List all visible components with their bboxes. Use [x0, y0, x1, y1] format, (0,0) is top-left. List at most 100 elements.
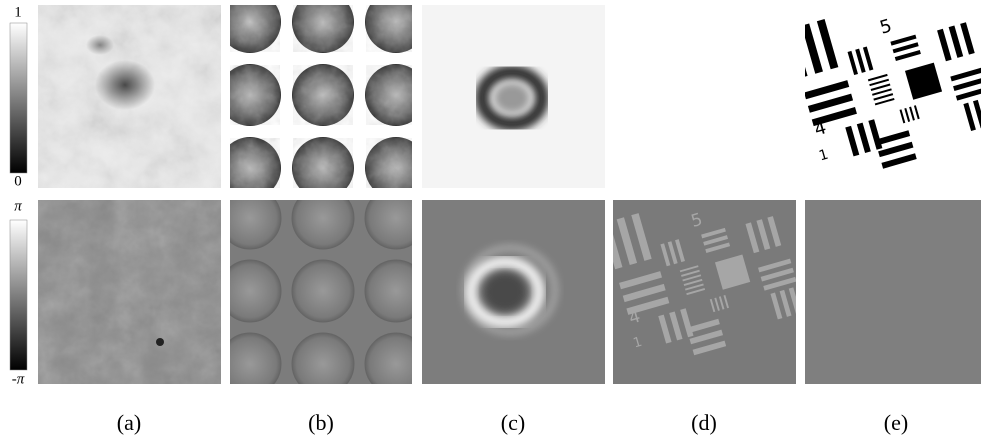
colorbar-min: -π [12, 371, 25, 387]
target-bar [703, 235, 729, 246]
target-bar [692, 340, 727, 356]
globe-texture [293, 138, 353, 188]
target-bar [816, 19, 839, 70]
target-bar [890, 34, 917, 46]
target-bar [913, 105, 920, 120]
target-bar [948, 25, 964, 58]
globe [291, 332, 355, 384]
target-bar [758, 258, 792, 273]
target-bar [626, 296, 670, 315]
target-square [714, 254, 751, 290]
target-bar [763, 276, 796, 291]
target-bar [701, 227, 726, 239]
target-number: 5 [877, 15, 894, 38]
target-number: 4 [812, 117, 829, 140]
target-bar [667, 241, 678, 265]
target-bar [862, 46, 874, 71]
target-bar [869, 78, 890, 87]
globe-texture [230, 5, 280, 52]
target-bar [684, 283, 704, 291]
globe [230, 332, 282, 384]
globe-texture [230, 138, 280, 188]
target-bar [788, 287, 796, 315]
target-bar [622, 283, 666, 303]
target-bar [613, 221, 623, 270]
target-bar [669, 311, 683, 341]
target-bar [874, 97, 895, 106]
image-a-amplitude [38, 5, 221, 188]
target-bar [845, 125, 860, 157]
target-bar [963, 102, 976, 131]
target-bar [767, 216, 782, 247]
target-bar [675, 239, 685, 263]
target-bar [870, 83, 891, 91]
image-e-amplitude: 544163 [805, 0, 981, 188]
target-bar [658, 314, 672, 344]
target-number: 4 [764, 183, 780, 205]
colorbar-min: 0 [14, 173, 22, 189]
target-bar [953, 76, 981, 92]
globe [364, 200, 412, 250]
globe-texture [293, 65, 353, 125]
globe [291, 259, 355, 323]
globe-texture [366, 65, 412, 125]
target-bar [960, 22, 975, 55]
image-a-phase [38, 200, 221, 384]
target-bar [807, 93, 854, 113]
target-bar [805, 80, 850, 100]
image-b-amplitude [230, 5, 412, 188]
colorbar [9, 219, 28, 371]
target-number: 4 [957, 0, 974, 11]
target-bar [756, 219, 771, 251]
target-bar [856, 122, 871, 154]
target-bar [892, 42, 919, 54]
target-bar [689, 329, 724, 345]
target-bar [878, 141, 914, 158]
image-e-phase [805, 200, 981, 384]
target-bar [950, 66, 981, 82]
colorbar-max: 1 [14, 4, 22, 20]
panel-label: (a) [117, 410, 141, 435]
panel-label: (c) [501, 410, 525, 435]
target-bar [616, 217, 638, 266]
target-bar [619, 271, 663, 290]
target-number: 4 [627, 307, 643, 329]
target-number: 5 [689, 210, 705, 232]
panel-label: (e) [884, 410, 908, 435]
image-c-phase [422, 200, 605, 384]
target-bar [899, 109, 906, 124]
target-bar [681, 269, 700, 277]
target-bar [955, 86, 981, 101]
target-bar [683, 278, 703, 286]
target-bar [709, 298, 716, 313]
image-c-amplitude [422, 5, 605, 188]
target-bar [811, 107, 857, 127]
target-bar [847, 50, 858, 76]
globe-texture [230, 65, 280, 125]
target-number: 1 [817, 147, 830, 165]
target-bar [770, 292, 783, 320]
colorbar-max: π [14, 198, 22, 214]
target-number: 1 [632, 335, 644, 352]
target-square [904, 62, 943, 100]
target-bar [904, 107, 911, 122]
target-bar [873, 93, 894, 101]
target-bar [779, 289, 792, 317]
colorbar [9, 22, 28, 174]
target-bar [660, 243, 671, 267]
target-bar [705, 242, 731, 253]
globe [364, 332, 412, 384]
globe-texture [366, 5, 412, 52]
target-bar [686, 288, 706, 296]
panel-label: (b) [308, 410, 334, 435]
target-bar [972, 99, 981, 129]
globe [291, 200, 355, 250]
target-bar [714, 297, 720, 311]
target-bar [872, 88, 892, 96]
image-d-amplitude [613, 5, 796, 188]
image-d-phase: 544163 [613, 183, 796, 384]
target-bar [631, 213, 652, 261]
image-b-phase [230, 200, 412, 384]
globe [230, 200, 282, 250]
target-bar [874, 130, 911, 146]
